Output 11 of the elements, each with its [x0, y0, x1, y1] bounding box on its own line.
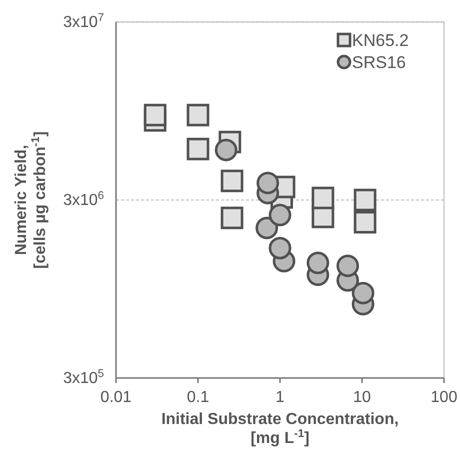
x-tick-label: 0.1 [186, 389, 210, 406]
x-tick-label: 0.01 [100, 389, 132, 406]
x-tick-label: 1 [276, 389, 285, 406]
x-tick-label: 10 [353, 389, 371, 406]
x-tick-label: 100 [430, 389, 458, 406]
x-axis-title: Initial Substrate Concentration, [mg L$^{-1}$] [161, 411, 399, 447]
legend-label: SRS16 [352, 53, 406, 72]
y-tick-label: 3x10$^{7}$ [63, 12, 104, 31]
y-tick-label: 3x10$^{6}$ [63, 190, 104, 209]
legend-label: KN65.2 [352, 31, 409, 50]
y-tick-label: 3x10$^{5}$ [63, 368, 104, 387]
